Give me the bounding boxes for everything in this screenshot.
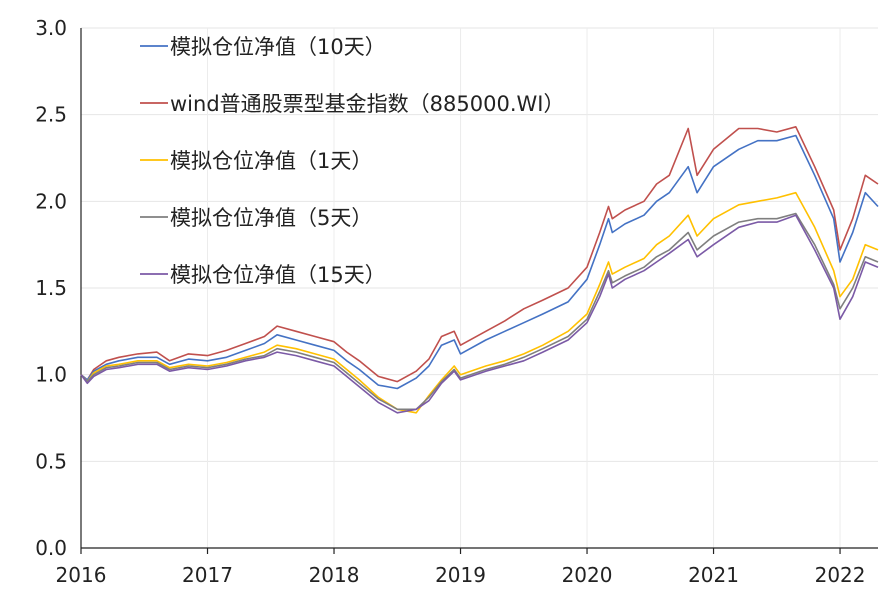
series-line-1 — [80, 134, 879, 390]
series-line-2 — [80, 126, 879, 383]
y-tick-label: 1.0 — [35, 363, 67, 387]
legend-label-5: 模拟仓位净值（15天） — [170, 263, 386, 287]
x-tick-label: 2022 — [815, 563, 866, 587]
x-tick-label: 2021 — [688, 563, 739, 587]
legend-label-3: 模拟仓位净值（1天） — [170, 149, 372, 173]
series-line-4 — [80, 212, 879, 411]
legend-label-1: 模拟仓位净值（10天） — [170, 35, 386, 59]
y-tick-label: 0.5 — [35, 449, 67, 473]
y-tick-label: 2.5 — [35, 103, 67, 127]
axis-layer: 0.0 0.5 1.0 1.5 2.0 2.5 3.0 2016 2017 2018 2019 202… — [35, 16, 878, 587]
y-tick-label: 1.5 — [35, 276, 67, 300]
x-tick-label: 2017 — [182, 563, 233, 587]
legend: 模拟仓位净值（10天） wind普通股票型基金指数（885000.WI） 模拟仓位净… — [140, 35, 564, 287]
series-line-5 — [80, 214, 879, 414]
series-layer — [80, 126, 879, 414]
y-tick-label: 0.0 — [35, 536, 67, 560]
legend-label-4: 模拟仓位净值（5天） — [170, 206, 372, 230]
y-tick-label: 3.0 — [35, 16, 67, 40]
series-line-3 — [80, 191, 879, 414]
x-tick-label: 2018 — [309, 563, 360, 587]
grid-layer — [80, 27, 878, 548]
x-tick-label: 2020 — [562, 563, 613, 587]
x-tick-label: 2016 — [56, 563, 107, 587]
legend-label-2: wind普通股票型基金指数（885000.WI） — [170, 92, 564, 116]
x-tick-label: 2019 — [435, 563, 486, 587]
y-tick-label: 2.0 — [35, 189, 67, 213]
